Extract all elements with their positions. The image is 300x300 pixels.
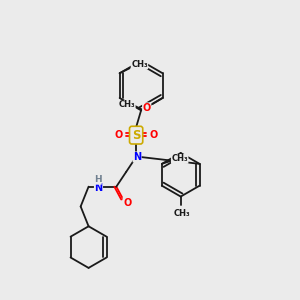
Text: CH₃: CH₃ xyxy=(118,100,135,109)
Text: S: S xyxy=(132,129,140,142)
Text: N: N xyxy=(133,152,141,162)
Text: CH₃: CH₃ xyxy=(171,154,188,164)
Text: O: O xyxy=(114,130,122,140)
Text: O: O xyxy=(150,130,158,140)
Text: CH₃: CH₃ xyxy=(173,209,190,218)
Text: CH₃: CH₃ xyxy=(131,60,148,69)
Text: O: O xyxy=(123,197,131,208)
Text: O: O xyxy=(142,103,151,113)
Text: N: N xyxy=(94,183,103,193)
Text: H: H xyxy=(94,175,101,184)
